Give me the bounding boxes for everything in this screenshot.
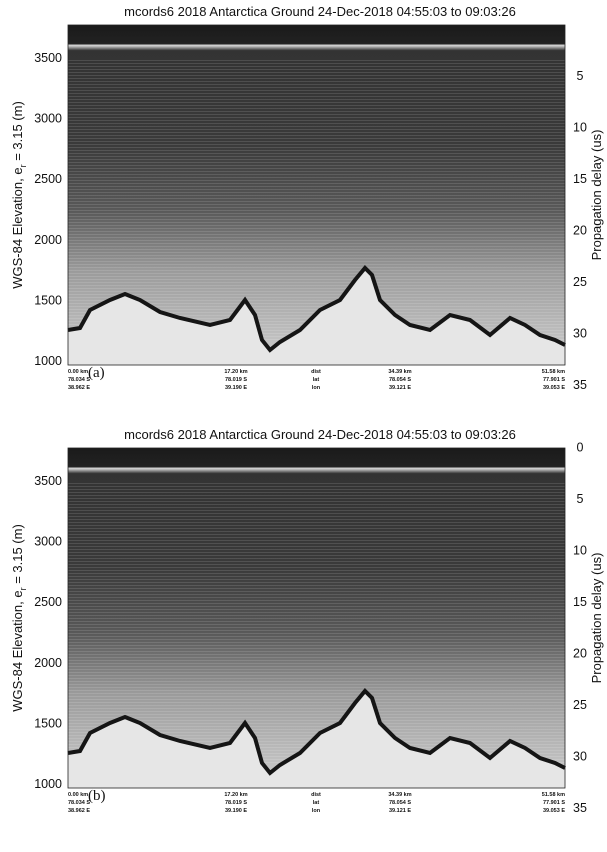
panel-title: mcords6 2018 Antarctica Ground 24-Dec-20…	[124, 4, 516, 19]
footer-label: 39.121 E	[389, 385, 411, 391]
y2-tick-label: 35	[573, 801, 587, 815]
footer-label: 78.034 S	[68, 800, 90, 806]
y-axis-label: WGS-84 Elevation, er = 3.15 (m)	[10, 524, 28, 712]
footer-label: 78.054 S	[389, 800, 411, 806]
panel: mcords6 2018 Antarctica Ground 24-Dec-20…	[10, 427, 604, 815]
footer-label: 34.39 km	[388, 792, 411, 798]
echogram-layers	[68, 60, 565, 340]
footer-label: 17.20 km	[224, 792, 247, 798]
y2-tick-label: 25	[573, 275, 587, 289]
frame	[67, 24, 566, 366]
y-tick-label: 2000	[34, 656, 62, 670]
y-axis-label-sub: r	[18, 587, 28, 590]
footer-label: 38.962 E	[68, 385, 90, 391]
y-axis-label-sub: r	[18, 164, 28, 167]
y-tick-label: 1500	[34, 293, 62, 307]
panel-title: mcords6 2018 Antarctica Ground 24-Dec-20…	[124, 427, 516, 442]
y2-tick-label: 15	[573, 172, 587, 186]
footer-label: 77.901 S	[543, 377, 565, 383]
y-tick-label: 3000	[34, 112, 62, 126]
footer-label: 78.019 S	[225, 377, 247, 383]
footer-label: lon	[312, 385, 321, 391]
y-tick-label: 2500	[34, 172, 62, 186]
footer-label: 78.034 S	[68, 377, 90, 383]
footer-label: 34.39 km	[388, 369, 411, 375]
bed-echo	[67, 688, 566, 776]
echogram-layers	[68, 483, 565, 763]
bedrock	[68, 268, 565, 365]
y2-tick-label: 20	[573, 647, 587, 661]
panel-label: (a)	[88, 365, 105, 381]
footer-label: 77.901 S	[543, 800, 565, 806]
footer-label: 0.00 km	[68, 369, 88, 375]
y-tick-label: 3500	[34, 51, 62, 65]
footer-label: 39.053 E	[543, 808, 565, 814]
bed-echo	[67, 265, 566, 353]
footer-label: 17.20 km	[224, 369, 247, 375]
y-tick-label: 3000	[34, 535, 62, 549]
y2-tick-label: 30	[573, 750, 587, 764]
panel-label: (b)	[88, 788, 106, 804]
y2-tick-label: 30	[573, 327, 587, 341]
y-tick-label: 1000	[34, 354, 62, 368]
footer-label: 51.58 km	[542, 369, 565, 375]
y2-tick-label: 10	[573, 121, 587, 135]
y2-tick-label: 0	[577, 441, 584, 455]
y-axis-label-tail: = 3.15 (m)	[10, 101, 25, 164]
y-axis-label-main: WGS-84 Elevation, e	[10, 167, 25, 288]
footer-label: 51.58 km	[542, 792, 565, 798]
y-tick-label: 3500	[34, 474, 62, 488]
footer-label: 38.962 E	[68, 808, 90, 814]
footer-label: 78.019 S	[225, 800, 247, 806]
y-tick-label: 2500	[34, 595, 62, 609]
y2-tick-label: 20	[573, 224, 587, 238]
y-axis-label-tail: = 3.15 (m)	[10, 524, 25, 587]
y2-tick-label: 25	[573, 698, 587, 712]
panel: mcords6 2018 Antarctica Ground 24-Dec-20…	[10, 4, 604, 392]
bedrock	[68, 691, 565, 788]
footer-label: 39.190 E	[225, 385, 247, 391]
footer-label: dist	[311, 792, 321, 798]
y-tick-label: 2000	[34, 233, 62, 247]
y-axis-label: WGS-84 Elevation, er = 3.15 (m)	[10, 101, 28, 289]
footer-label: dist	[311, 369, 321, 375]
y2-tick-label: 15	[573, 595, 587, 609]
footer-label: 39.121 E	[389, 808, 411, 814]
y2-axis-label: Propagation delay (us)	[589, 553, 604, 684]
frame	[67, 447, 566, 789]
y-tick-label: 1000	[34, 777, 62, 791]
footer-label: lat	[313, 377, 320, 383]
y2-tick-label: 5	[577, 492, 584, 506]
footer-label: 78.054 S	[389, 377, 411, 383]
footer-label: 39.190 E	[225, 808, 247, 814]
y2-tick-label: 35	[573, 378, 587, 392]
y2-tick-label: 10	[573, 544, 587, 558]
footer-label: 39.053 E	[543, 385, 565, 391]
footer-label: lat	[313, 800, 320, 806]
footer-label: lon	[312, 808, 321, 814]
y-tick-label: 1500	[34, 716, 62, 730]
footer-label: 0.00 km	[68, 792, 88, 798]
y2-axis-label: Propagation delay (us)	[589, 130, 604, 261]
y2-tick-label: 5	[577, 69, 584, 83]
y-axis-label-main: WGS-84 Elevation, e	[10, 590, 25, 711]
